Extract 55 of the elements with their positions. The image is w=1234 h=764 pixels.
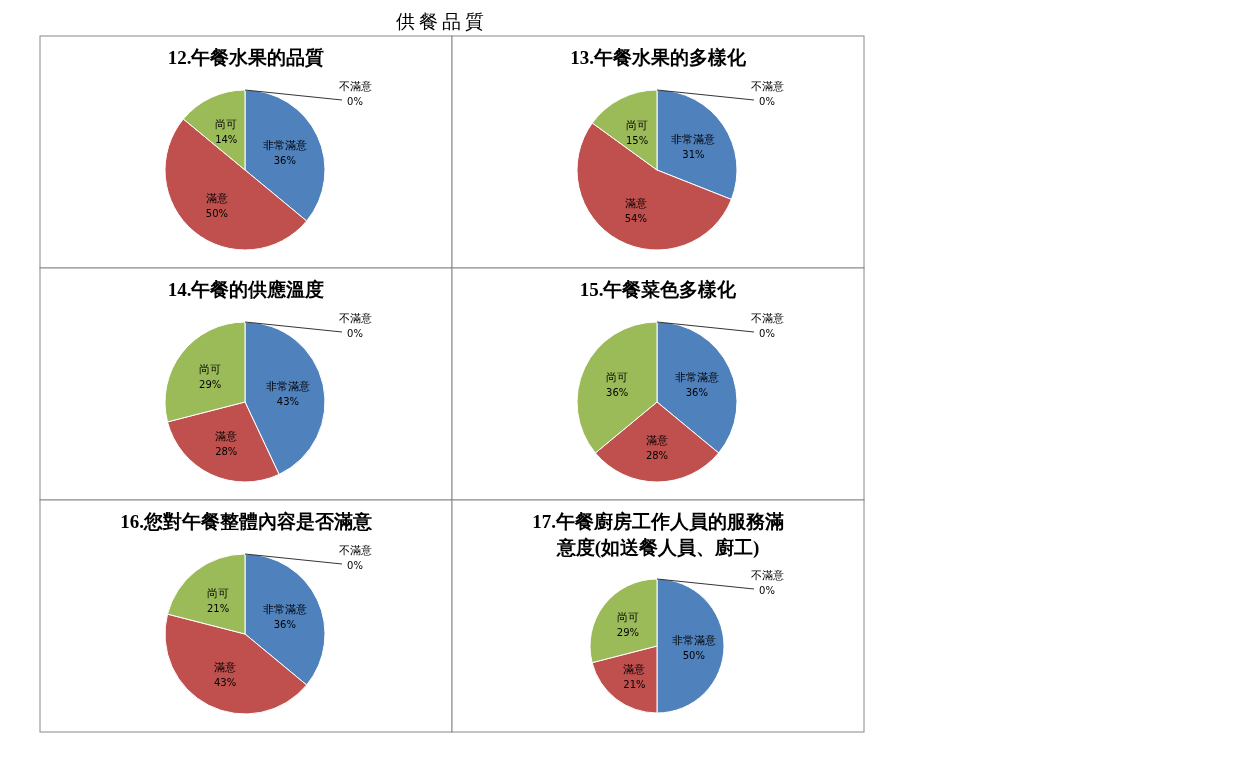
category-label: 不滿意	[750, 569, 784, 582]
slice-label: 非常滿意	[262, 139, 307, 153]
text: 0%	[759, 328, 775, 339]
data-label: 28%	[645, 450, 669, 461]
text: 0%	[347, 560, 363, 571]
category-label: 不滿意	[750, 312, 784, 325]
slice-label: 尚可	[606, 371, 629, 385]
chart-title: 17.午餐廚房工作人員的服務滿意度(如送餐人員、廚工)	[532, 511, 784, 559]
slice-label: 非常滿意	[262, 603, 307, 617]
data-label: 28%	[215, 445, 238, 457]
slice-label: 非常滿意	[674, 371, 719, 385]
category-label: 不滿意	[338, 80, 372, 93]
data-label: 36%	[273, 155, 296, 167]
slice-label: 尚可	[626, 118, 649, 132]
data-label: 15%	[625, 134, 649, 146]
slice-label: 滿意	[215, 429, 238, 443]
slice-label: 尚可	[199, 363, 222, 377]
slice-label: 滿意	[623, 663, 646, 677]
chart-title: 13.午餐水果的多樣化	[570, 47, 747, 68]
data-label: 36%	[606, 387, 629, 399]
text: 0%	[759, 96, 775, 107]
category-label: 不滿意	[338, 544, 372, 557]
text: 0%	[347, 96, 363, 107]
chart-title: 16.您對午餐整體內容是否滿意	[120, 511, 373, 532]
chart-title: 12.午餐水果的品質	[167, 47, 325, 68]
chart-title: 15.午餐菜色多樣化	[579, 279, 738, 300]
slice-label: 非常滿意	[671, 634, 716, 647]
slice-label: 滿意	[205, 191, 228, 205]
data-label: 43%	[276, 396, 300, 408]
data-label: 50%	[682, 650, 705, 661]
data-label: 31%	[682, 149, 705, 161]
data-label: 50%	[205, 207, 229, 219]
slice-label: 非常滿意	[671, 133, 716, 147]
category-label: 不滿意	[338, 312, 372, 325]
data-label: 14%	[215, 134, 238, 146]
slice-label: 尚可	[207, 587, 230, 601]
slice-label: 尚可	[616, 611, 639, 625]
text: 供餐品質	[396, 10, 488, 32]
slice-label: 滿意	[646, 434, 668, 447]
data-label: 21%	[623, 679, 646, 691]
data-label: 43%	[213, 677, 237, 689]
data-label: 21%	[206, 603, 230, 615]
slice-label: 滿意	[214, 661, 237, 675]
text: 0%	[759, 585, 775, 596]
slice-label: 滿意	[624, 196, 647, 210]
data-label: 29%	[616, 627, 639, 639]
slice-label: 尚可	[215, 118, 238, 132]
slice-label: 非常滿意	[265, 380, 310, 394]
text: 0%	[347, 328, 363, 339]
data-label: 36%	[273, 619, 296, 631]
chart-title: 14.午餐的供應溫度	[167, 279, 325, 300]
data-label: 29%	[199, 379, 222, 391]
category-label: 不滿意	[750, 80, 784, 93]
data-label: 54%	[624, 212, 647, 224]
data-label: 36%	[685, 387, 708, 399]
